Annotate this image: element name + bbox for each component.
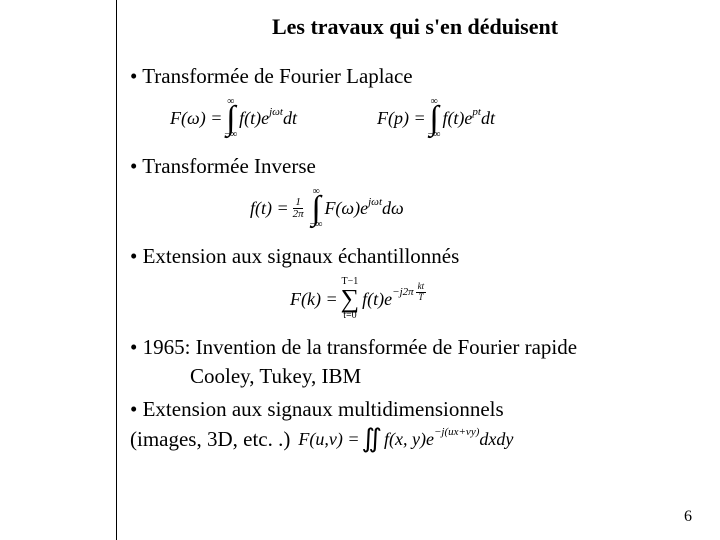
eq5-lhs: F(u,v) =	[298, 429, 359, 450]
integral-glyph: ∫	[226, 105, 235, 132]
eq4-body-a: f(t)e	[362, 289, 392, 310]
eq3-lhs: f(t) =	[250, 198, 289, 219]
eq3-frac-den: 2π	[291, 209, 306, 221]
eq5-body-b: dxdy	[479, 429, 513, 450]
eq1-lhs: F(ω) =	[170, 108, 222, 129]
integral-glyph: ∫	[311, 195, 320, 222]
equation-row-1: F(ω) = ∞ ∫ −∞ f(t)e jωt dt F(p) = ∞ ∫ −∞…	[170, 97, 700, 140]
eq2-body-a: f(t)e	[442, 108, 472, 129]
integral-glyph: ∫	[429, 105, 438, 132]
eq1-lower: −∞	[224, 130, 237, 140]
eq4-sum-lower: t=0	[343, 311, 356, 321]
equation-inverse: f(t) = 1 2π ∞ ∫ −∞ F(ω)e jωt dω	[250, 187, 404, 230]
eq3-exp: jωt	[368, 196, 382, 208]
equation-row-2: f(t) = 1 2π ∞ ∫ −∞ F(ω)e jωt dω	[250, 187, 700, 230]
eq3-lower: −∞	[310, 220, 323, 230]
page-title: Les travaux qui s'en déduisent	[130, 14, 700, 40]
bullet-multidim-a: • Extension aux signaux multidimensionne…	[130, 397, 700, 422]
equation-fourier: F(ω) = ∞ ∫ −∞ f(t)e jωt dt	[170, 97, 297, 140]
eq2-lower: −∞	[428, 130, 441, 140]
sum-glyph: ∑	[341, 288, 360, 310]
integral-symbol: ∞ ∫ −∞	[428, 97, 441, 140]
eq4-exp-frac: kt T	[416, 282, 427, 302]
bullet-multidim-b: (images, 3D, etc. .)	[130, 427, 290, 452]
bullet-fourier-laplace: • Transformée de Fourier Laplace	[130, 64, 700, 89]
equation-dft: F(k) = T−1 ∑ t=0 f(t)e −j2π kt T	[290, 277, 428, 321]
eq5-exp: −j(ux+vy)	[434, 426, 479, 438]
eq5-body-a: f(x, y)e	[384, 429, 434, 450]
eq4-lhs: F(k) =	[290, 289, 338, 310]
eq3-frac: 1 2π	[291, 197, 306, 221]
eq2-body-b: dt	[481, 108, 495, 129]
equation-row-3: F(k) = T−1 ∑ t=0 f(t)e −j2π kt T	[290, 277, 700, 321]
slide-content: Les travaux qui s'en déduisent • Transfo…	[130, 14, 700, 454]
dblint-glyph: ∬	[362, 424, 383, 454]
bullet-fft-sub: Cooley, Tukey, IBM	[190, 364, 700, 389]
eq3-body-b: dω	[382, 198, 404, 219]
eq3-body-a: F(ω)e	[324, 198, 368, 219]
bullet-inverse: • Transformée Inverse	[130, 154, 700, 179]
bullet-sampled: • Extension aux signaux échantillonnés	[130, 244, 700, 269]
equation-2d: F(u,v) = ∬ f(x, y)e −j(ux+vy) dxdy	[298, 424, 513, 454]
page-number: 6	[684, 508, 692, 526]
eq2-exp: pt	[472, 106, 481, 118]
bullet-fft: • 1965: Invention de la transformée de F…	[130, 335, 700, 360]
eq1-body-a: f(t)e	[239, 108, 269, 129]
sum-symbol: T−1 ∑ t=0	[341, 277, 360, 321]
eq2-lhs: F(p) =	[377, 108, 426, 129]
eq1-body-b: dt	[283, 108, 297, 129]
eq1-exp: jωt	[269, 106, 283, 118]
eq4-exp-den: T	[416, 293, 425, 302]
eq4-exp-pre: −j2π	[392, 286, 414, 298]
integral-symbol: ∞ ∫ −∞	[224, 97, 237, 140]
equation-laplace: F(p) = ∞ ∫ −∞ f(t)e pt dt	[377, 97, 495, 140]
vertical-divider	[116, 0, 117, 540]
multidim-row: (images, 3D, etc. .) F(u,v) = ∬ f(x, y)e…	[130, 424, 700, 454]
eq4-exp: −j2π kt T	[392, 282, 428, 302]
integral-symbol: ∞ ∫ −∞	[310, 187, 323, 230]
